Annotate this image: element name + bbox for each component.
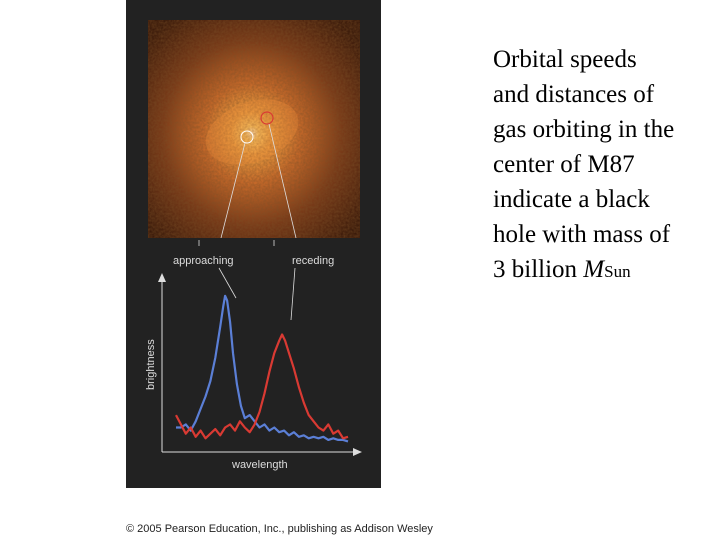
- x-axis-arrow: [353, 448, 362, 456]
- caption-line: Orbital speeds: [493, 46, 637, 73]
- caption-line: center of M87: [493, 151, 635, 178]
- receding-spectrum-line: [175, 333, 349, 440]
- y-axis-arrow: [158, 273, 166, 282]
- caption-text: Orbital speeds and distances of gas orbi…: [493, 42, 713, 289]
- approaching-label: approaching: [173, 255, 234, 267]
- receding-label: receding: [292, 255, 334, 267]
- y-axis-label: brightness: [145, 339, 157, 390]
- caption-line: gas orbiting in the: [493, 116, 675, 143]
- x-axis-label: wavelength: [231, 459, 288, 471]
- approaching-pointer-line: [220, 142, 246, 238]
- spectrum-series: [175, 294, 349, 443]
- solar-mass-symbol: M: [583, 256, 605, 283]
- spectrum-chart: approaching receding brightness waveleng…: [145, 240, 362, 471]
- caption-mass-value: 3 billion: [493, 256, 578, 283]
- caption-line: indicate a black: [493, 186, 650, 213]
- receding-pointer-line: [268, 123, 297, 238]
- receding-peak-leader: [290, 267, 296, 321]
- m87-figure-panel: approaching receding brightness waveleng…: [126, 0, 381, 488]
- approaching-spectrum-line: [176, 294, 349, 443]
- approaching-peak-leader: [218, 267, 237, 299]
- approaching-marker-circle: [240, 130, 254, 144]
- caption-line: and distances of: [493, 81, 655, 108]
- caption-line: hole with mass of: [493, 221, 671, 248]
- solar-mass-subscript: Sun: [604, 262, 631, 281]
- caption-line: 3 billion MSun: [493, 252, 713, 289]
- m87-galaxy-image: [148, 20, 360, 238]
- receding-marker-circle: [260, 111, 274, 125]
- copyright-notice: © 2005 Pearson Education, Inc., publishi…: [126, 523, 433, 535]
